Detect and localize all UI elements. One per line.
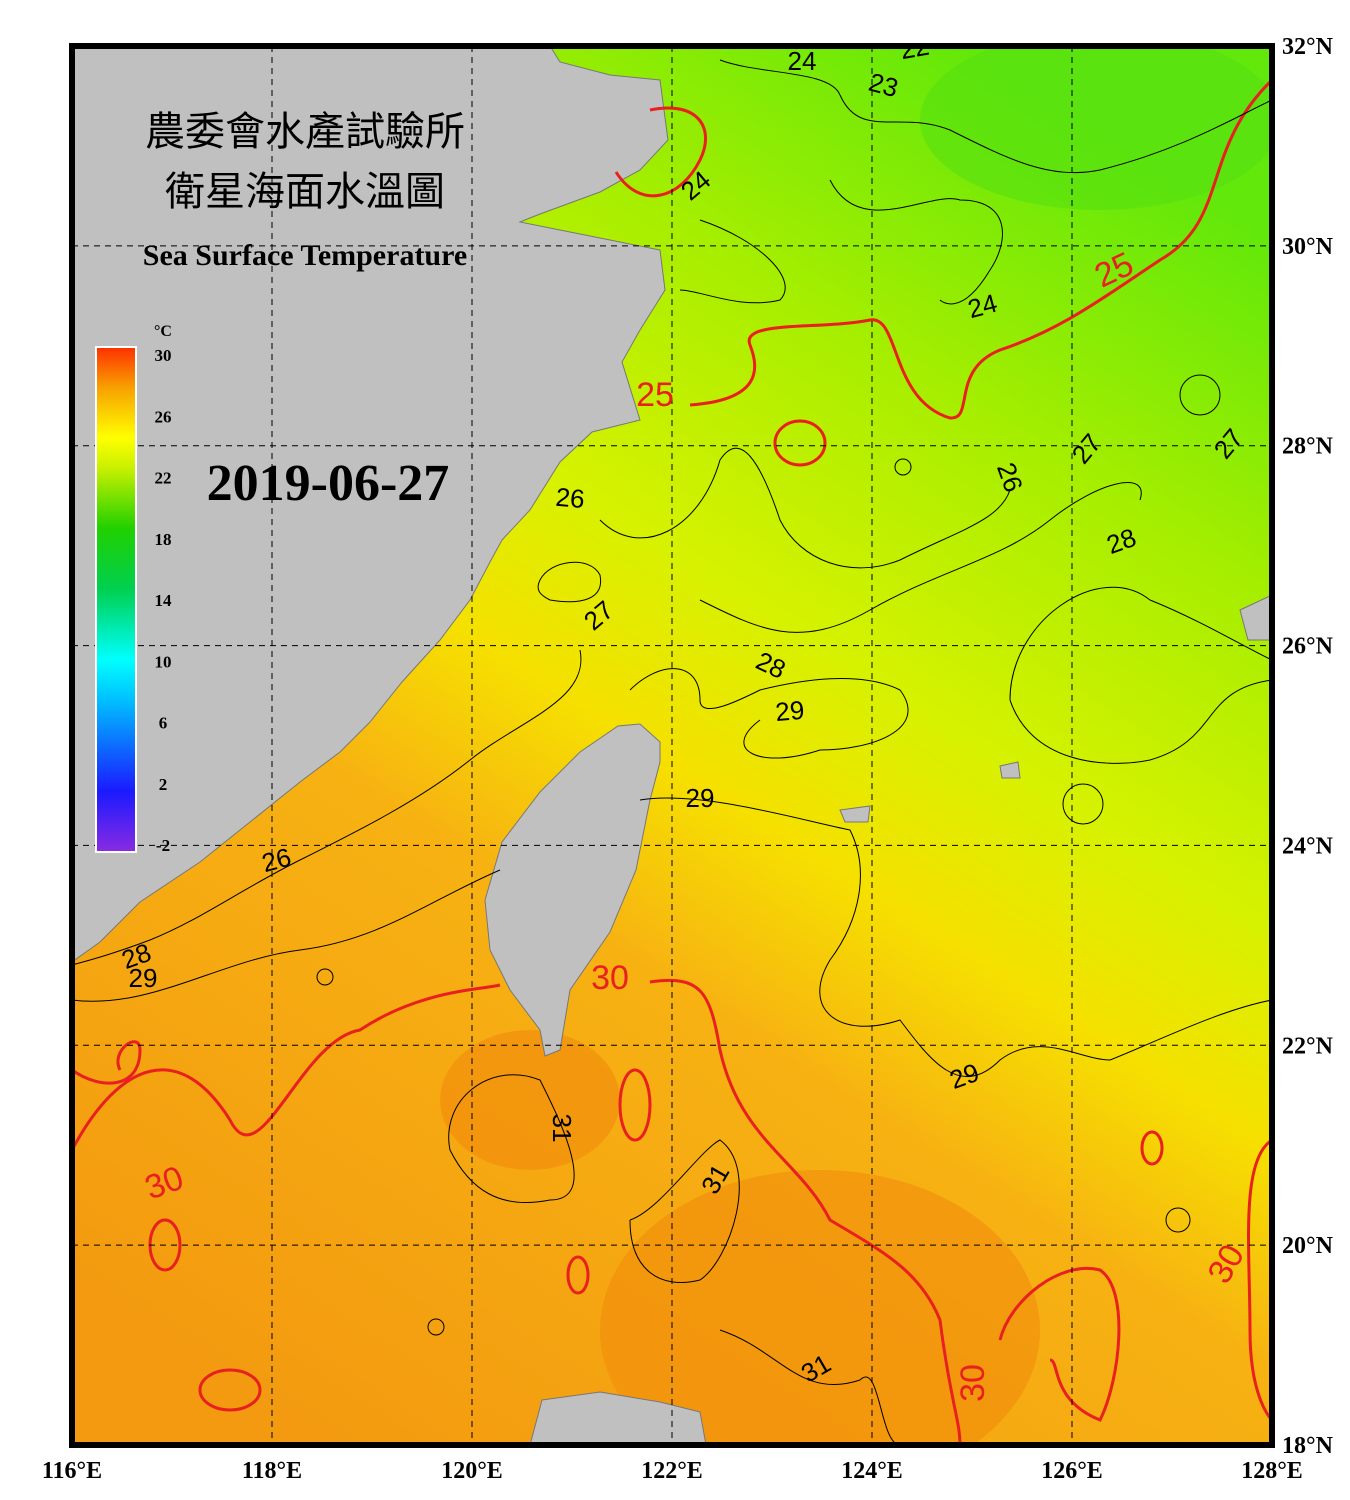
colorbar-tick-label: 26 [155, 407, 172, 426]
contour-line [1062, 783, 1104, 825]
lat-label: 32°N [1282, 34, 1334, 60]
lon-label: 118°E [242, 1458, 302, 1484]
contour-line [699, 482, 1142, 633]
contour-label: 25 [636, 376, 674, 414]
lat-label: 18°N [1282, 1433, 1334, 1459]
contour-line [566, 1255, 590, 1295]
colorbar-tick-label: 6 [159, 714, 168, 733]
warm-area [600, 1170, 1040, 1445]
lon-label: 126°E [1041, 1458, 1103, 1484]
contour-line [719, 1329, 901, 1445]
contour-label: 30 [954, 1364, 992, 1402]
colorbar-unit: °C [154, 323, 172, 340]
contour-line [894, 458, 912, 476]
graticule [72, 46, 1272, 1445]
contour-line [72, 649, 582, 966]
contour-label: 31 [547, 1114, 577, 1143]
contour-line [719, 59, 1272, 174]
colorbar-tick-label: 2 [159, 775, 168, 794]
date: 2019-06-27 [207, 455, 450, 512]
contour-line [1165, 1207, 1191, 1233]
contour-line [629, 668, 909, 759]
luzon [529, 1391, 707, 1445]
contour-label: 26 [554, 482, 585, 514]
contour-line [773, 419, 827, 467]
contour-label: 29 [774, 695, 805, 727]
contour-line [1009, 587, 1272, 764]
lat-label: 26°N [1282, 634, 1334, 660]
contour-line [649, 978, 962, 1445]
contour-line [316, 968, 334, 986]
title-zh: 農委會水產試驗所 [145, 109, 465, 154]
colorbar-tick-label: 30 [155, 346, 172, 365]
contour-line [72, 869, 501, 1002]
mainland-china [72, 46, 669, 963]
contour-line [689, 78, 1272, 420]
contour-line [448, 1074, 575, 1204]
contour-line [72, 983, 501, 1151]
contour-line [599, 447, 1011, 569]
lat-label: 22°N [1282, 1033, 1334, 1059]
cool-area [920, 46, 1272, 210]
island [1239, 594, 1272, 641]
colorbar [95, 346, 137, 853]
contour-label: 29 [129, 963, 158, 993]
lat-label: 28°N [1282, 434, 1334, 460]
map-frame [69, 43, 1275, 1448]
lon-label: 124°E [841, 1458, 903, 1484]
warm-area [440, 1030, 620, 1170]
land [72, 46, 1272, 1445]
contour-line [1247, 1138, 1272, 1422]
contour-label: 30 [591, 959, 629, 997]
contour-line [72, 1040, 142, 1085]
contour-line [537, 561, 602, 603]
contour-line [998, 1267, 1121, 1422]
contour-line [427, 1318, 445, 1336]
contour-line [1179, 374, 1221, 416]
axis-labels: 116°E 118°E 120°E 122°E 124°E 126°E 128°E 32°N 3… [42, 34, 1334, 1484]
island [999, 761, 1021, 779]
contour-label: 29 [686, 783, 715, 813]
lon-label: 120°E [441, 1458, 503, 1484]
lon-label: 116°E [42, 1458, 102, 1484]
island [839, 805, 871, 823]
black-contours [72, 59, 1272, 1445]
title-zh: 衛星海面水溫圖 [165, 169, 445, 214]
contour-label: 24 [788, 46, 817, 76]
colorbar-tick-label: -2 [156, 836, 170, 855]
title-en: Sea Surface Temperature [143, 239, 467, 272]
contour-line [829, 179, 1003, 305]
contour-label: 22 [898, 31, 932, 66]
lon-label: 122°E [641, 1458, 703, 1484]
lat-label: 30°N [1282, 234, 1334, 260]
contour-line [629, 1139, 740, 1283]
colorbar-tick-label: 18 [155, 530, 172, 549]
lat-label: 24°N [1282, 833, 1334, 859]
colorbar-tick-label: 14 [155, 591, 173, 610]
colorbar-tick-label: 22 [155, 469, 172, 488]
red-contours [72, 78, 1272, 1445]
contour-line [679, 219, 786, 304]
contour-line [198, 1368, 262, 1412]
colorbar-tick-label: 10 [155, 652, 172, 671]
contour-line [639, 797, 1272, 1078]
contour-line [614, 106, 707, 198]
colorbar-ticks: 30 26 22 18 14 10 6 2 -2 [155, 346, 173, 855]
taiwan [484, 723, 661, 1057]
lat-label: 20°N [1282, 1233, 1334, 1259]
contour-line [1140, 1130, 1164, 1166]
lon-label: 128°E [1241, 1458, 1303, 1484]
contour-line [618, 1068, 652, 1142]
